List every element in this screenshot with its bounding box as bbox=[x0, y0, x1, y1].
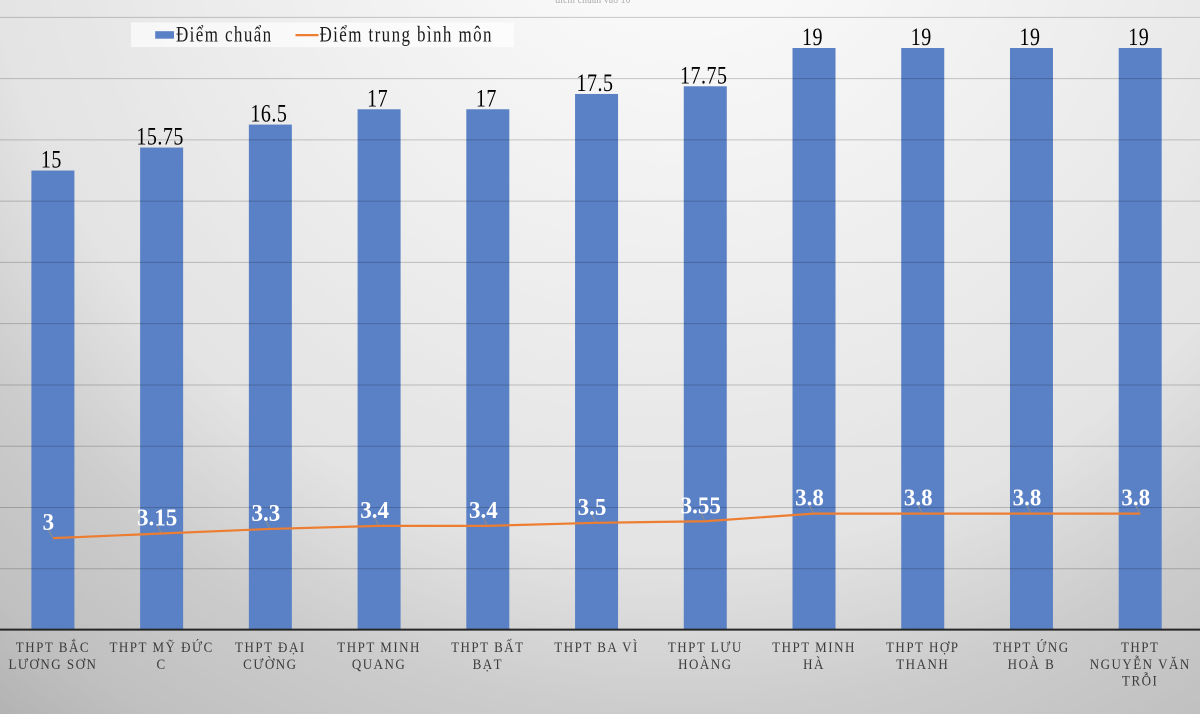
svg-text:THPT MỸ ĐỨC: THPT MỸ ĐỨC bbox=[109, 638, 213, 655]
svg-text:19: 19 bbox=[911, 23, 932, 51]
svg-text:NGUYỄN VĂN: NGUYỄN VĂN bbox=[1090, 654, 1191, 672]
svg-text:THPT HỢP: THPT HỢP bbox=[886, 639, 960, 655]
svg-text:17: 17 bbox=[476, 84, 497, 112]
svg-text:3.5: 3.5 bbox=[578, 494, 607, 521]
svg-text:19: 19 bbox=[802, 23, 823, 51]
svg-text:THPT BA VÌ: THPT BA VÌ bbox=[554, 638, 639, 655]
svg-text:THPT MINH: THPT MINH bbox=[337, 639, 421, 655]
svg-text:BẠT: BẠT bbox=[473, 656, 503, 672]
svg-text:3.8: 3.8 bbox=[904, 485, 933, 512]
svg-text:15: 15 bbox=[41, 145, 62, 173]
svg-text:HOÀNG: HOÀNG bbox=[678, 655, 732, 672]
svg-text:QUANG: QUANG bbox=[352, 656, 406, 672]
svg-text:3.8: 3.8 bbox=[795, 485, 824, 512]
svg-text:THPT MINH: THPT MINH bbox=[772, 639, 856, 655]
svg-text:19: 19 bbox=[1128, 23, 1149, 51]
svg-text:C: C bbox=[157, 656, 167, 672]
svg-text:3.8: 3.8 bbox=[1121, 485, 1150, 512]
svg-text:TRỖI: TRỖI bbox=[1122, 671, 1158, 689]
svg-text:HÀ: HÀ bbox=[803, 655, 825, 672]
svg-text:15.75: 15.75 bbox=[136, 122, 184, 150]
svg-text:CƯỜNG: CƯỜNG bbox=[243, 655, 297, 672]
svg-text:THANH: THANH bbox=[896, 656, 949, 672]
svg-text:3: 3 bbox=[43, 510, 55, 537]
svg-text:THPT ỨNG: THPT ỨNG bbox=[993, 638, 1069, 655]
svg-text:17.5: 17.5 bbox=[577, 69, 614, 97]
svg-text:3.55: 3.55 bbox=[681, 493, 721, 520]
svg-text:Điểm trung bình môn: Điểm trung bình môn bbox=[320, 22, 493, 47]
svg-text:17: 17 bbox=[367, 84, 388, 112]
svg-text:3.15: 3.15 bbox=[137, 505, 177, 532]
svg-text:THPT BẮC: THPT BẮC bbox=[16, 638, 90, 655]
svg-text:3.8: 3.8 bbox=[1013, 485, 1042, 512]
svg-text:THPT BẤT: THPT BẤT bbox=[451, 638, 524, 655]
svg-text:19: 19 bbox=[1019, 23, 1040, 51]
svg-text:3.4: 3.4 bbox=[469, 497, 498, 524]
svg-text:16.5: 16.5 bbox=[250, 99, 287, 127]
svg-text:17.75: 17.75 bbox=[680, 61, 728, 89]
svg-text:LƯƠNG SƠN: LƯƠNG SƠN bbox=[8, 656, 97, 672]
svg-text:Điểm chuẩn: Điểm chuẩn bbox=[176, 22, 273, 47]
svg-text:3.3: 3.3 bbox=[251, 500, 280, 527]
svg-text:3.4: 3.4 bbox=[360, 497, 389, 524]
svg-text:điểm chuẩn vào 10: điểm chuẩn vào 10 bbox=[555, 0, 630, 6]
svg-text:HOÀ B: HOÀ B bbox=[1008, 655, 1056, 672]
svg-text:THPT ĐẠI: THPT ĐẠI bbox=[235, 639, 306, 655]
svg-text:THPT: THPT bbox=[1121, 639, 1159, 655]
svg-text:THPT LƯU: THPT LƯU bbox=[668, 639, 743, 655]
